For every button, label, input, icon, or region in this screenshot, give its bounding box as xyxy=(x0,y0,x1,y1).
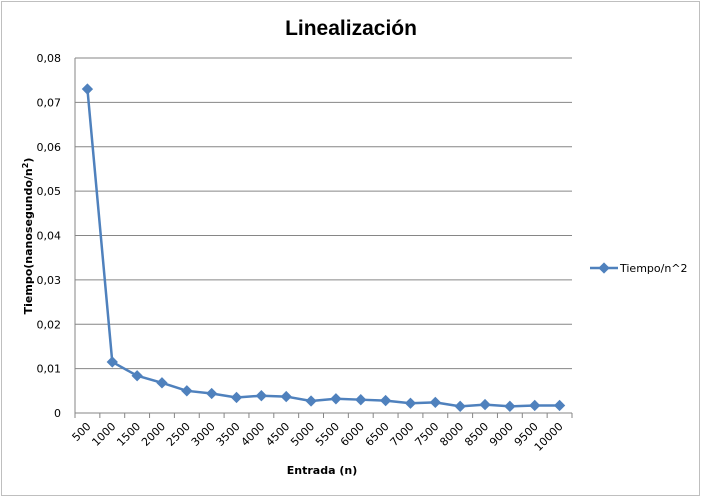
data-point-marker xyxy=(206,387,218,400)
x-tick-label: 1500 xyxy=(114,420,143,449)
x-tick-label: 3500 xyxy=(214,420,243,449)
x-tick-label: 8000 xyxy=(437,420,466,449)
data-point-marker xyxy=(330,393,342,405)
x-tick-label: 2500 xyxy=(164,420,193,449)
data-point-marker xyxy=(131,370,143,382)
data-point-marker xyxy=(404,397,417,409)
data-point-marker xyxy=(156,377,168,389)
data-point-marker xyxy=(454,400,466,413)
y-tick-label: 0,06 xyxy=(37,141,62,154)
legend-label: Tiempo/n^2 xyxy=(619,262,688,275)
x-tick-label: 4500 xyxy=(263,420,292,449)
data-point-marker xyxy=(553,399,566,412)
data-point-marker xyxy=(280,390,292,403)
series-line xyxy=(86,88,560,408)
y-tick-labels: 0 0,01 0,02 0,03 0,04 0,05 0,06 0,07 0,08 xyxy=(37,52,62,420)
data-point-marker xyxy=(379,394,392,407)
chart-title: Linealización xyxy=(285,17,417,40)
y-tick-label: 0,05 xyxy=(37,185,62,198)
data-point-marker xyxy=(255,390,268,402)
x-tick-label: 10000 xyxy=(532,420,566,454)
y-axis-title: Tiempo(nanosegundo/n2) xyxy=(21,158,35,315)
data-point-marker xyxy=(355,394,367,406)
x-tick-label: 1000 xyxy=(89,420,118,449)
y-tick-label: 0,04 xyxy=(37,230,62,243)
x-tick-label: 7000 xyxy=(388,420,417,449)
x-tick-label: 5000 xyxy=(288,420,317,449)
data-point-marker xyxy=(479,398,491,411)
y-axis-title-main: Tiempo(nanosegundo/n xyxy=(22,168,35,314)
series-group xyxy=(81,83,566,413)
data-point-marker xyxy=(504,400,516,413)
data-point-marker xyxy=(181,385,193,397)
x-tick-label: 4000 xyxy=(239,420,268,449)
data-point-marker xyxy=(305,395,317,407)
y-tick-label: 0,08 xyxy=(37,52,62,65)
x-tick-label: 6500 xyxy=(363,420,392,449)
gridlines xyxy=(74,57,572,414)
x-tick-label: 5500 xyxy=(313,420,342,449)
x-tick-labels: 5001000150020002500300035004000450050005… xyxy=(70,413,573,454)
y-tick-label: 0,07 xyxy=(37,96,62,109)
data-point-marker xyxy=(429,396,441,409)
data-point-marker xyxy=(81,83,94,95)
y-tick-label: 0,01 xyxy=(37,363,62,376)
x-tick-label: 7500 xyxy=(412,420,441,449)
y-tick-label: 0,03 xyxy=(37,274,62,287)
data-point-marker xyxy=(230,391,243,404)
legend: Tiempo/n^2 xyxy=(590,262,688,275)
data-point-marker xyxy=(106,356,118,368)
x-tick-label: 9000 xyxy=(487,420,516,449)
y-tick-label: 0,02 xyxy=(37,318,62,331)
y-axis-title-superscript: 2 xyxy=(21,163,30,169)
legend-marker xyxy=(598,262,610,274)
y-axis-title-tail: ) xyxy=(22,158,35,163)
x-tick-label: 8500 xyxy=(462,420,491,449)
x-tick-label: 6000 xyxy=(338,420,367,449)
x-tick-label: 3000 xyxy=(189,420,218,449)
data-point-marker xyxy=(529,399,541,412)
x-axis-title: Entrada (n) xyxy=(287,464,357,477)
y-tick-label: 0 xyxy=(54,407,61,420)
x-tick-label: 2000 xyxy=(139,420,168,449)
